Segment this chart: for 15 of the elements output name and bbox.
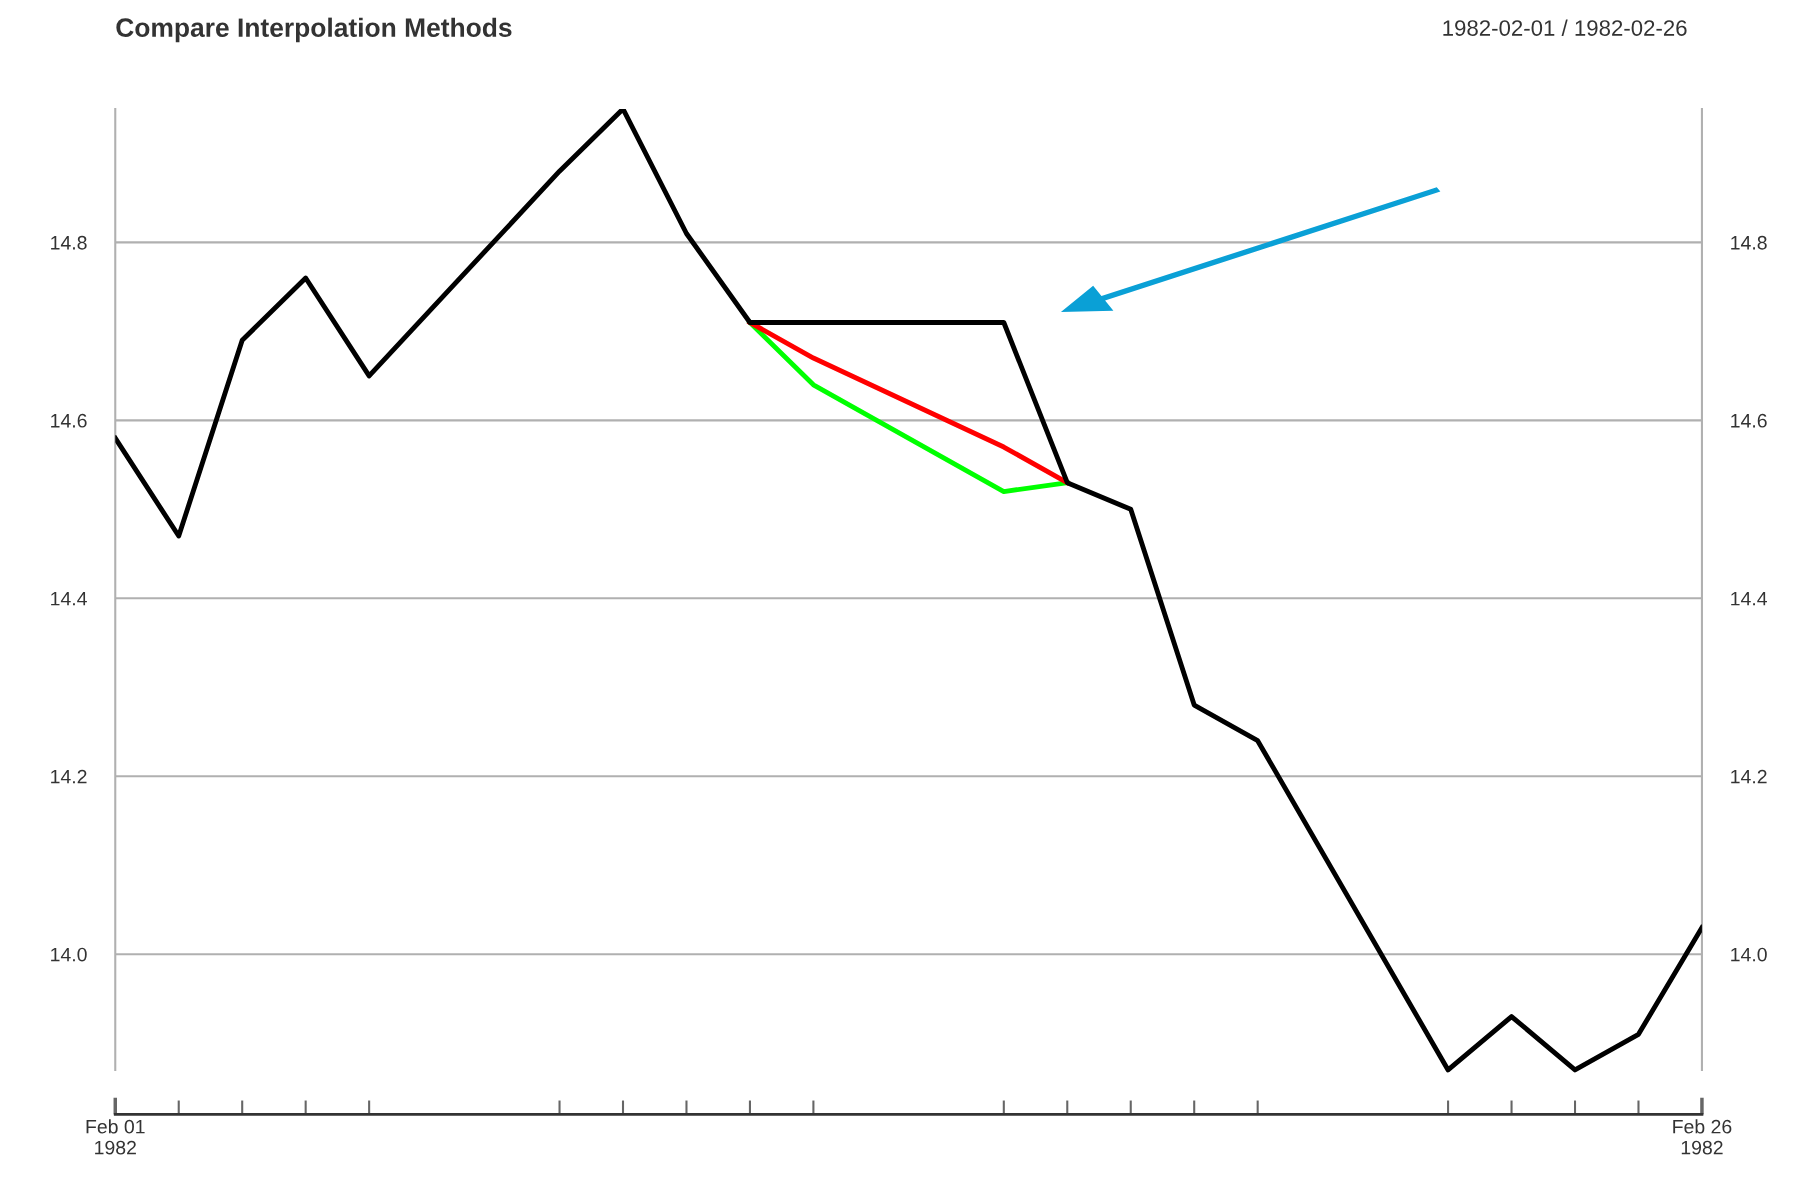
y-tick-label: 14.6 <box>51 413 87 428</box>
y2-tick-label: 14.4 <box>1731 591 1767 606</box>
chart-title: Compare Interpolation Methods <box>116 17 512 43</box>
y2-tick-label: 14.0 <box>1731 947 1767 962</box>
y-tick-label: 14.4 <box>51 591 87 606</box>
y2-tick-label: 14.6 <box>1731 413 1767 428</box>
text: 1982-02-01 / 1982-02-26 <box>1443 19 1687 36</box>
y-tick-label: 14.8 <box>51 235 87 250</box>
y2-tick-label: 14.2 <box>1731 769 1767 784</box>
x-tick-label: Feb 26 1982 <box>1673 1119 1732 1155</box>
y2-tick-label: 14.8 <box>1731 235 1767 250</box>
y-tick-label: 14.2 <box>51 769 87 784</box>
line-series <box>115 108 1702 1073</box>
x-tick-label: Feb 01 1982 <box>86 1119 145 1155</box>
y-tick-label: 14.0 <box>51 947 87 962</box>
